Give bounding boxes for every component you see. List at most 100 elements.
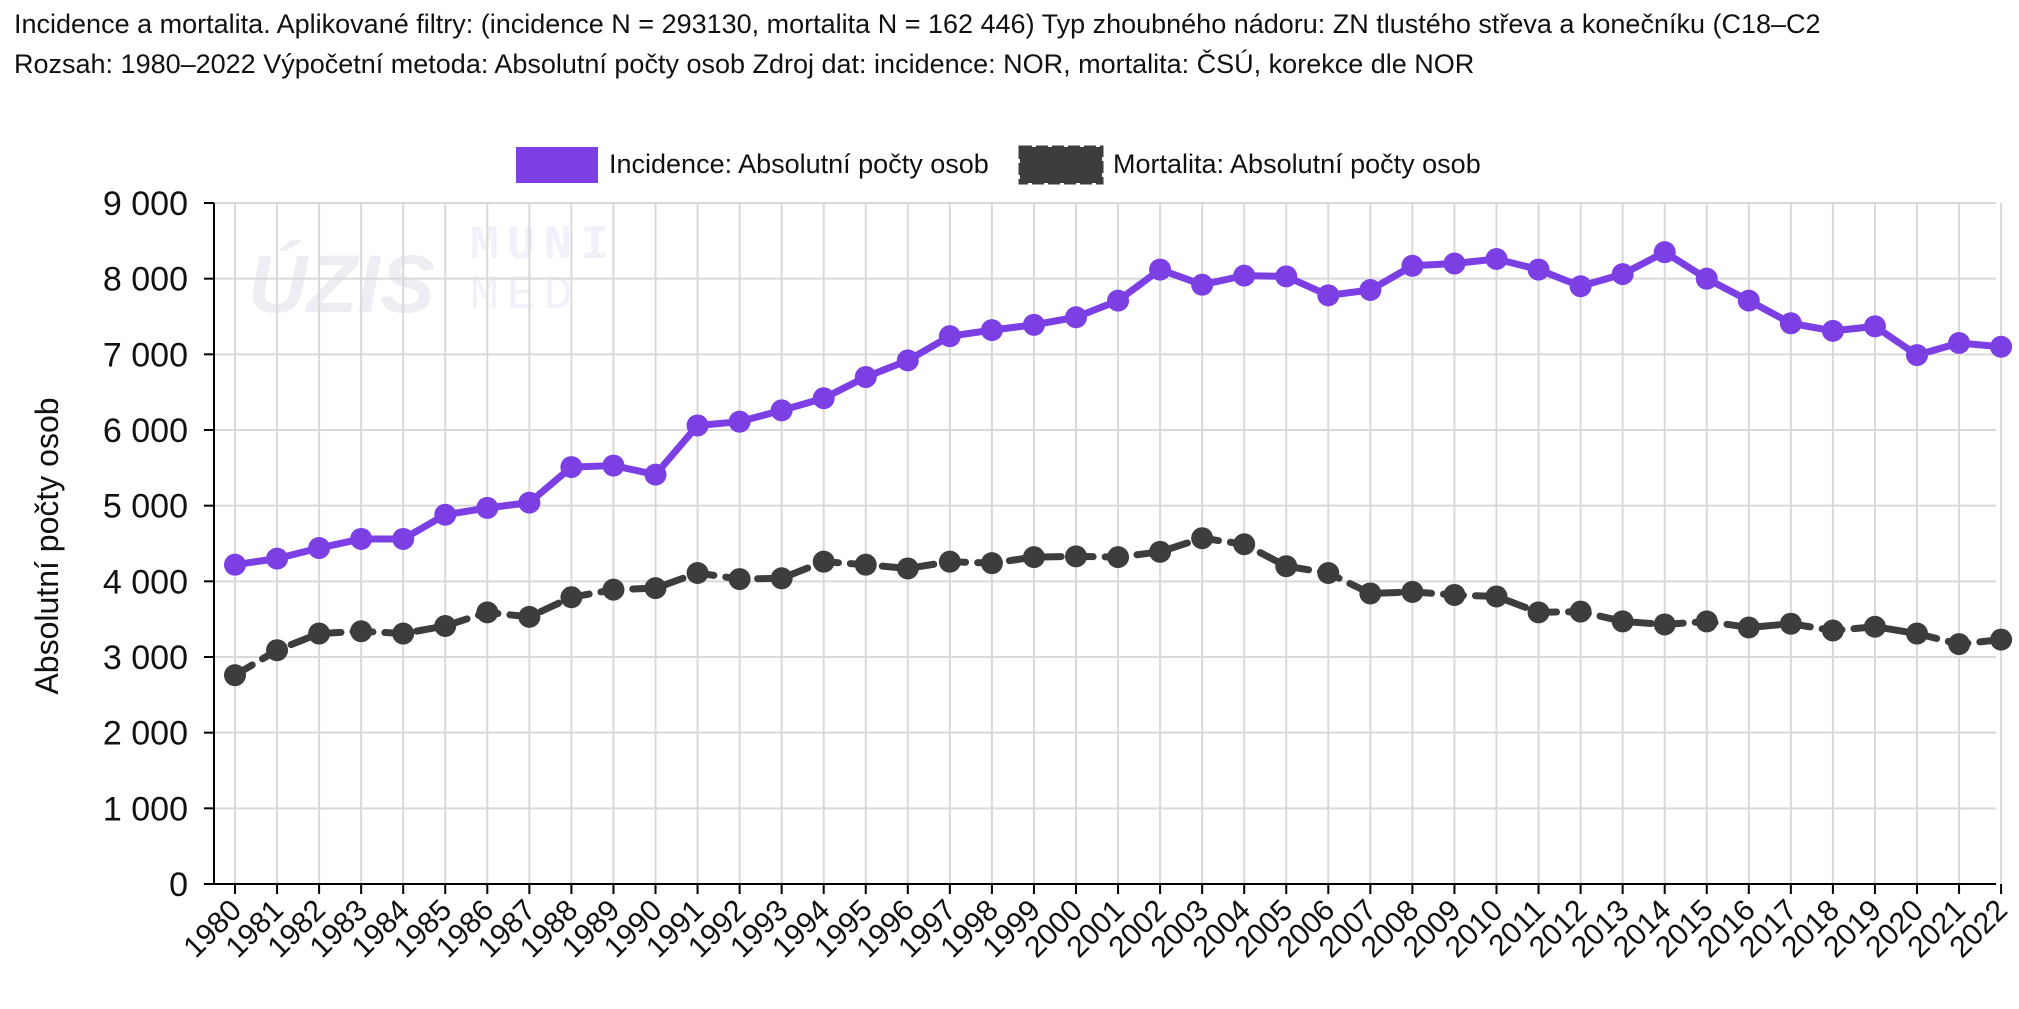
series-mortalita <box>224 527 2013 687</box>
data-point-mortalita <box>686 562 709 585</box>
data-point-incidence <box>1149 258 1172 281</box>
legend: Incidence: Absolutní počty osob Mortalit… <box>516 145 1481 185</box>
data-point-mortalita <box>602 578 625 601</box>
data-point-incidence <box>308 537 331 560</box>
header-line-2: Rozsah: 1980–2022 Výpočetní metoda: Abso… <box>14 49 1475 79</box>
x-gridlines <box>234 203 2003 884</box>
data-point-mortalita <box>1022 546 1045 569</box>
watermark-logo-uzis: ÚZIS <box>248 239 435 330</box>
watermark: ÚZIS MUNI MED <box>248 219 609 330</box>
data-point-mortalita <box>896 557 919 580</box>
data-point-mortalita <box>1906 622 1928 645</box>
data-point-incidence <box>1863 315 1886 338</box>
y-tick-label: 5 000 <box>103 488 188 526</box>
legend-swatch-mortalita <box>1018 145 1104 185</box>
data-point-mortalita <box>812 550 835 573</box>
data-point-mortalita <box>266 639 289 662</box>
data-point-mortalita <box>392 622 415 645</box>
y-tick-label: 7 000 <box>103 336 188 374</box>
data-point-incidence <box>1948 331 1971 354</box>
data-point-incidence <box>1022 313 1045 336</box>
data-point-incidence <box>812 387 835 410</box>
data-point-incidence <box>980 319 1003 342</box>
data-point-mortalita <box>1359 582 1382 605</box>
data-point-mortalita <box>728 568 751 591</box>
data-point-incidence <box>1317 284 1340 307</box>
data-point-incidence <box>1233 264 1256 287</box>
legend-swatch-incidence <box>516 147 598 183</box>
y-tick-label: 9 000 <box>103 185 188 223</box>
data-point-incidence <box>518 491 541 514</box>
data-point-mortalita <box>1821 619 1844 642</box>
data-point-mortalita <box>1863 615 1886 638</box>
data-point-incidence <box>1191 273 1214 296</box>
data-point-incidence <box>1359 279 1382 302</box>
data-point-mortalita <box>1149 540 1172 563</box>
data-point-mortalita <box>1275 555 1298 578</box>
y-axis-label: Absolutní počty osob <box>29 397 65 694</box>
data-point-incidence <box>1401 254 1424 277</box>
y-tick-labels: 0 1 000 2 000 3 000 4 000 5 000 6 000 7 000 8 00… <box>103 185 188 904</box>
series-incidence <box>224 241 2013 576</box>
data-point-incidence <box>1611 263 1634 286</box>
data-point-mortalita <box>770 567 793 590</box>
data-point-mortalita <box>308 622 331 645</box>
data-point-mortalita <box>224 664 246 687</box>
data-point-incidence <box>224 553 246 576</box>
data-point-incidence <box>434 503 457 526</box>
data-point-incidence <box>392 527 415 550</box>
data-point-incidence <box>938 325 961 348</box>
data-point-incidence <box>1569 275 1592 298</box>
data-point-mortalita <box>1611 610 1634 633</box>
y-tick-label: 0 <box>169 866 188 904</box>
data-point-incidence <box>728 410 751 433</box>
data-point-incidence <box>1065 306 1087 329</box>
data-point-incidence <box>1653 241 1676 264</box>
data-point-mortalita <box>1695 610 1718 633</box>
data-point-mortalita <box>854 553 877 576</box>
data-point-mortalita <box>1317 562 1340 585</box>
y-tick-label: 2 000 <box>103 715 188 753</box>
data-point-incidence <box>1737 289 1760 312</box>
data-point-mortalita <box>1737 616 1760 639</box>
data-point-mortalita <box>1233 533 1256 556</box>
legend-item-mortalita[interactable]: Mortalita: Absolutní počty osob <box>1018 145 1481 185</box>
data-point-incidence <box>602 454 625 477</box>
data-point-incidence <box>1275 265 1298 288</box>
data-point-mortalita <box>1569 600 1592 623</box>
legend-label-mortalita: Mortalita: Absolutní počty osob <box>1113 149 1481 179</box>
data-point-incidence <box>560 456 583 479</box>
data-point-mortalita <box>1107 546 1130 569</box>
data-point-incidence <box>686 414 709 437</box>
data-point-incidence <box>266 547 289 570</box>
y-tick-label: 1 000 <box>103 790 188 828</box>
data-point-mortalita <box>1443 583 1466 606</box>
data-point-mortalita <box>1990 628 2013 651</box>
data-point-incidence <box>476 496 499 519</box>
x-tick-labels: 1980198119821983198419851986198719881989… <box>177 894 2014 965</box>
data-point-mortalita <box>518 605 541 628</box>
data-point-incidence <box>1821 319 1844 342</box>
data-point-mortalita <box>434 614 457 637</box>
legend-label-incidence: Incidence: Absolutní počty osob <box>609 149 989 179</box>
data-point-incidence <box>1990 335 2013 358</box>
data-point-mortalita <box>1653 613 1676 636</box>
data-point-incidence <box>1695 267 1718 290</box>
data-point-incidence <box>896 349 919 372</box>
data-point-mortalita <box>1065 545 1087 568</box>
data-point-incidence <box>1107 289 1130 312</box>
legend-item-incidence[interactable]: Incidence: Absolutní počty osob <box>516 147 989 183</box>
data-point-mortalita <box>980 552 1003 575</box>
data-point-mortalita <box>350 620 373 643</box>
data-point-incidence <box>644 463 667 486</box>
y-tick-label: 8 000 <box>103 261 188 299</box>
data-point-incidence <box>1779 312 1802 335</box>
data-point-incidence <box>1527 258 1550 281</box>
y-tick-label: 6 000 <box>103 412 188 450</box>
data-point-incidence <box>854 366 877 389</box>
data-point-incidence <box>1485 247 1508 270</box>
data-point-incidence <box>1906 344 1928 367</box>
data-point-mortalita <box>938 550 961 573</box>
data-point-mortalita <box>1527 601 1550 624</box>
